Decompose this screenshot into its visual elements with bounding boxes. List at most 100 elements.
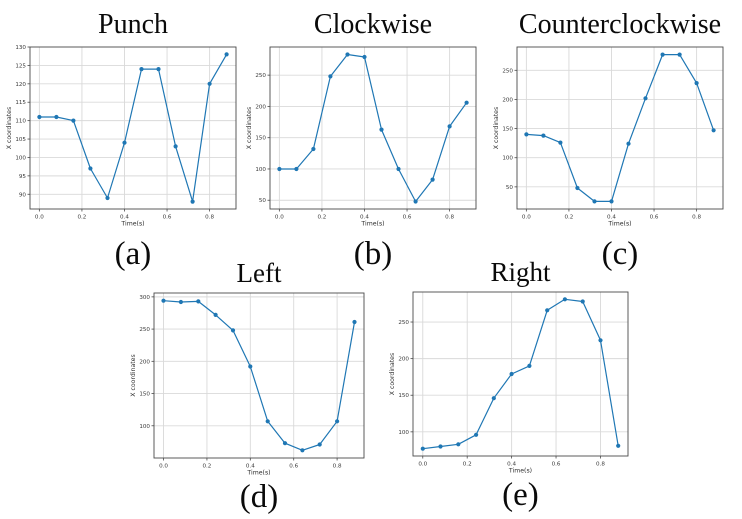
y-axis-label: X coordinates (389, 353, 396, 395)
y-tick-label: 90 (19, 192, 27, 198)
data-point-marker (335, 419, 340, 424)
clockwise-plot-area: 0.0 0.2 0.4 0.6 0.8 50 100 150 200 250 Time(s) X co… (244, 42, 482, 227)
y-tick-label: 105 (15, 137, 26, 143)
data-point-marker (311, 146, 316, 152)
data-point-marker (420, 446, 425, 451)
plot-border (516, 46, 724, 210)
data-point-marker (545, 308, 550, 313)
x-tick-label: 0.0 (159, 464, 168, 470)
data-point-marker (317, 442, 322, 447)
y-tick-label: 250 (398, 320, 409, 326)
x-tick-label: 0.6 (552, 462, 561, 468)
data-point-marker (660, 52, 665, 57)
x-tick-label: 0.2 (463, 462, 472, 468)
line-series (526, 54, 715, 202)
y-tick-label: 100 (398, 430, 409, 436)
data-point-marker (509, 371, 514, 377)
x-tick-label: 0.2 (564, 215, 573, 221)
x-tick-label: 0.8 (333, 464, 342, 470)
x-tick-label: 0.4 (246, 464, 255, 470)
line-series (39, 54, 228, 203)
plot-border (412, 291, 629, 457)
y-tick-label: 115 (15, 100, 26, 106)
data-point-marker (37, 114, 42, 120)
x-tick-label: 0.8 (692, 215, 701, 221)
y-axis-label: X coordinates (130, 354, 137, 396)
data-point-marker (207, 81, 212, 86)
data-point-marker (491, 396, 496, 401)
x-axis-label: Time(s) (508, 468, 532, 475)
data-point-marker (575, 185, 580, 191)
x-tick-label: 0.0 (522, 215, 531, 221)
subfigure-c-caption: (c) (601, 236, 639, 272)
data-point-marker (282, 441, 288, 446)
line-series (279, 53, 468, 203)
data-point-marker (694, 81, 699, 86)
data-point-marker (54, 114, 59, 120)
clockwise-chart: Clockwise 0.0 0.2 0.4 0.6 0.8 50 100 150 200 250 T… (244, 8, 482, 273)
x-axis-label: Time(s) (120, 221, 144, 228)
data-point-marker (562, 297, 567, 302)
data-point-marker (609, 199, 614, 204)
x-tick-label: 0.6 (403, 215, 412, 221)
right-plot-area: 0.0 0.2 0.4 0.6 0.8 100 150 200 250 Time(s) X coor… (387, 287, 634, 474)
data-point-marker (173, 144, 178, 149)
clockwise-chart-title: Clockwise (313, 9, 433, 40)
data-point-marker (541, 133, 546, 138)
x-tick-label: 0.6 (650, 215, 659, 221)
data-point-marker (592, 199, 597, 204)
y-tick-label: 95 (19, 174, 27, 180)
y-tick-label: 150 (398, 393, 409, 399)
counterclockwise-chart: Counterclockwise 0.0 0.2 0.4 0.6 0.8 50 100 150… (491, 8, 729, 273)
x-tick-label: 0.4 (360, 215, 369, 221)
x-axis-label: Time(s) (607, 221, 631, 228)
left-chart: Left 0.0 0.2 0.4 0.6 0.8 100 150 200 250 300 Time(… (128, 258, 370, 516)
plot-border (269, 46, 477, 210)
y-tick-label: 120 (15, 82, 26, 88)
x-tick-label: 0.6 (289, 464, 298, 470)
x-tick-label: 0.2 (202, 464, 211, 470)
x-tick-label: 0.2 (317, 215, 326, 221)
subfigure-e-caption: (e) (502, 477, 539, 513)
y-tick-label: 150 (255, 136, 266, 142)
data-point-marker (438, 444, 443, 449)
subfigure-a-caption: (a) (114, 236, 152, 272)
y-axis-label: X coordinates (246, 107, 253, 149)
data-point-marker (190, 199, 195, 204)
y-tick-label: 100 (502, 156, 513, 162)
data-point-marker (178, 299, 183, 305)
counterclockwise-chart-title: Counterclockwise (518, 9, 722, 40)
data-point-marker (580, 299, 585, 304)
data-point-marker (345, 52, 350, 57)
punch-chart: Punch 0.0 0.2 0.4 0.6 0.8 90 95 100 105 110 115 120… (4, 8, 242, 273)
data-point-marker (379, 127, 384, 132)
data-point-marker (413, 199, 418, 204)
data-point-marker (598, 338, 603, 343)
data-point-marker (616, 443, 621, 448)
y-tick-label: 130 (15, 45, 26, 51)
data-point-marker (558, 140, 563, 145)
data-point-marker (248, 364, 253, 369)
data-point-marker (643, 96, 648, 101)
y-axis-label: X coordinates (493, 107, 500, 149)
data-point-marker (213, 312, 218, 317)
data-point-marker (139, 67, 144, 72)
y-tick-label: 200 (255, 104, 266, 110)
y-tick-label: 100 (15, 155, 26, 161)
data-point-marker (328, 74, 333, 79)
y-tick-label: 100 (255, 167, 266, 173)
data-point-marker (362, 54, 367, 60)
x-tick-label: 0.0 (418, 462, 427, 468)
y-tick-label: 200 (398, 357, 409, 363)
y-tick-label: 200 (139, 359, 150, 365)
x-tick-label: 0.8 (205, 215, 214, 221)
data-point-marker (677, 52, 682, 57)
data-point-marker (396, 166, 401, 172)
data-point-marker (300, 448, 305, 453)
x-tick-label: 0.6 (163, 215, 172, 221)
data-point-marker (161, 298, 166, 303)
data-point-marker (430, 177, 435, 182)
data-point-marker (527, 363, 532, 368)
y-axis-label: X coordinates (6, 107, 13, 149)
y-tick-label: 250 (502, 68, 513, 74)
